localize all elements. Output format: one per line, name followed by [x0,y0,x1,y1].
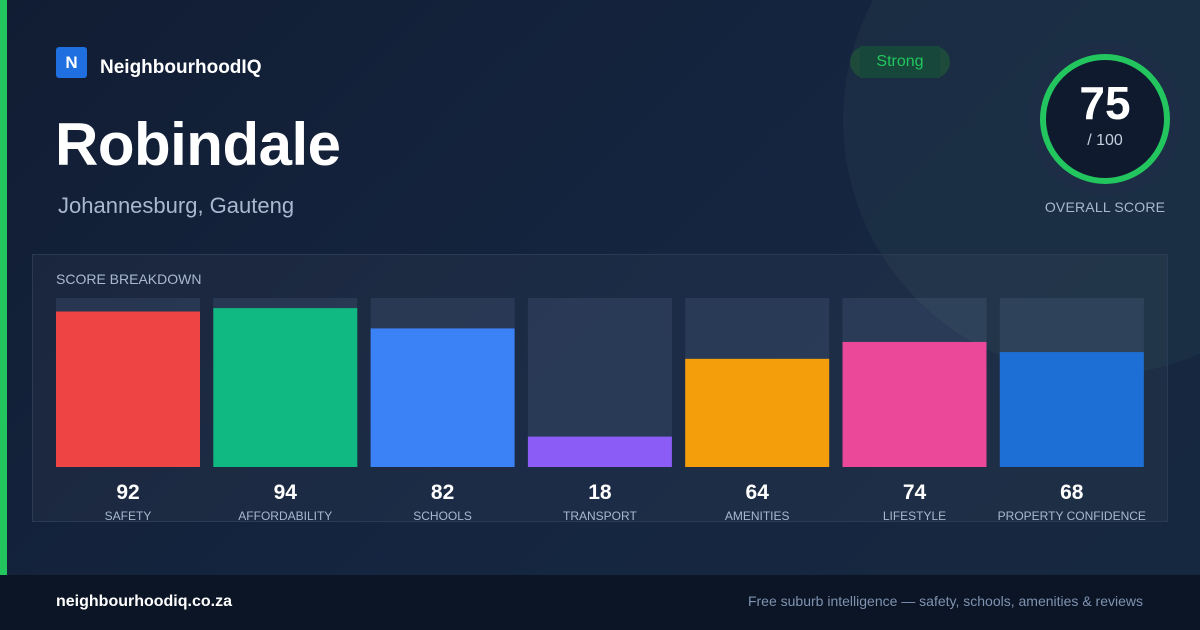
brand-name: NeighbourhoodIQ [100,57,262,78]
overall-score-label: OVERALL SCORE [1044,199,1166,215]
overall-score-max: / 100 [1087,132,1123,149]
bar-value-label: 74 [903,481,927,504]
bar-category-label: TRANSPORT [563,509,637,523]
location-subtitle: Johannesburg, Gauteng [58,193,295,218]
brand[interactable]: N NeighbourhoodIQ [56,46,261,79]
bar-value-label: 18 [588,481,612,504]
status-badge-fill [860,46,940,78]
bar [999,352,1144,467]
bar [842,341,987,467]
score-breakdown-panel [32,254,1168,522]
bar-category-label: PROPERTY CONFIDENCE [998,509,1146,523]
overall-score-ring [1028,42,1182,196]
bar-category-label: AFFORDABILITY [238,509,332,523]
score-breakdown-chart: 92 SAFETY 94 AFFORDABILITY 82 SCHOOLS 18 TRANSP… [56,298,1146,523]
bar-value-label: 82 [431,481,454,504]
bar [213,308,358,467]
page-title: Robindale [55,111,341,178]
footer-url-link[interactable]: neighbourhoodiq.co.za [56,593,232,610]
overall-score-value: 75 [1079,77,1131,129]
score-ring-progress [1040,54,1170,184]
score-breakdown-title: SCORE BREAKDOWN [56,271,202,287]
bar-value-label: 68 [1060,481,1084,504]
bar-category-label: SAFETY [105,509,152,523]
score-ring-inner [1043,57,1167,181]
bar [527,436,672,467]
accent-bar [0,0,7,575]
bar-value-label: 92 [116,481,139,504]
bar [56,311,200,467]
bar-category-label: AMENITIES [725,509,790,523]
status-badge-label: Strong [876,53,924,70]
bar-category-label: LIFESTYLE [883,509,946,523]
footer-tagline: Free suburb intelligence — safety, schoo… [747,593,1143,609]
bar [370,328,515,467]
brand-logo-icon: N [56,47,87,78]
bar-value-label: 94 [274,481,298,504]
status-badge: Strong [850,46,950,78]
bar [685,358,830,467]
bar-value-label: 64 [746,481,770,504]
footer [0,575,1200,630]
bar-category-label: SCHOOLS [413,509,472,523]
